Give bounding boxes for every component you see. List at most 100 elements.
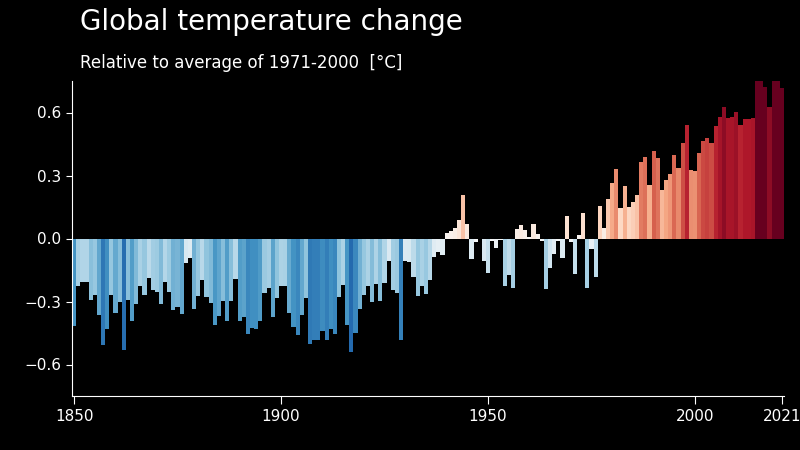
- Bar: [693, 171, 697, 238]
- Bar: [291, 238, 295, 327]
- Bar: [329, 238, 333, 329]
- Bar: [581, 213, 586, 238]
- Bar: [146, 238, 150, 279]
- Bar: [590, 238, 594, 249]
- Bar: [200, 238, 205, 279]
- Bar: [457, 220, 461, 238]
- Bar: [780, 88, 784, 238]
- Bar: [287, 238, 291, 313]
- Bar: [337, 238, 341, 297]
- Bar: [730, 117, 734, 238]
- Bar: [420, 238, 424, 286]
- Bar: [706, 138, 710, 238]
- Bar: [490, 238, 494, 241]
- Bar: [626, 207, 631, 239]
- Bar: [502, 238, 506, 286]
- Bar: [142, 238, 146, 295]
- Bar: [308, 238, 312, 344]
- Bar: [718, 117, 722, 238]
- Bar: [386, 238, 390, 261]
- Bar: [346, 238, 350, 325]
- Bar: [399, 238, 403, 339]
- Bar: [110, 238, 114, 295]
- Bar: [734, 112, 738, 238]
- Bar: [548, 238, 552, 268]
- Bar: [238, 238, 242, 321]
- Bar: [742, 119, 746, 238]
- Bar: [569, 238, 573, 243]
- Bar: [196, 238, 200, 296]
- Bar: [188, 238, 192, 257]
- Bar: [519, 225, 523, 238]
- Bar: [466, 224, 470, 238]
- Bar: [85, 238, 89, 282]
- Bar: [80, 238, 85, 283]
- Bar: [362, 238, 366, 295]
- Bar: [676, 168, 681, 238]
- Bar: [776, 60, 780, 239]
- Bar: [681, 144, 685, 238]
- Bar: [213, 238, 217, 324]
- Bar: [639, 162, 643, 238]
- Bar: [407, 238, 411, 262]
- Bar: [258, 238, 262, 321]
- Bar: [660, 190, 664, 239]
- Bar: [656, 158, 660, 238]
- Bar: [746, 119, 751, 238]
- Bar: [561, 238, 565, 258]
- Bar: [594, 238, 598, 277]
- Bar: [577, 235, 581, 238]
- Bar: [771, 81, 776, 238]
- Bar: [668, 174, 672, 239]
- Bar: [304, 238, 308, 298]
- Bar: [556, 238, 561, 241]
- Bar: [415, 238, 420, 296]
- Bar: [672, 154, 676, 239]
- Bar: [325, 238, 329, 340]
- Bar: [374, 238, 378, 284]
- Bar: [97, 238, 101, 315]
- Bar: [270, 238, 275, 317]
- Bar: [689, 170, 693, 238]
- Bar: [350, 238, 354, 352]
- Bar: [536, 234, 540, 238]
- Bar: [76, 238, 80, 286]
- Bar: [651, 151, 656, 238]
- Bar: [180, 238, 184, 314]
- Bar: [461, 195, 466, 238]
- Bar: [540, 238, 544, 241]
- Bar: [266, 238, 270, 288]
- Bar: [114, 238, 118, 314]
- Bar: [494, 238, 498, 248]
- Bar: [163, 238, 167, 282]
- Bar: [664, 180, 668, 239]
- Bar: [478, 238, 482, 239]
- Bar: [366, 238, 370, 286]
- Bar: [254, 238, 258, 329]
- Bar: [126, 238, 130, 301]
- Bar: [445, 233, 449, 238]
- Bar: [767, 107, 771, 238]
- Bar: [159, 238, 163, 304]
- Bar: [436, 238, 441, 252]
- Bar: [565, 216, 569, 239]
- Bar: [175, 238, 180, 307]
- Bar: [262, 238, 266, 293]
- Bar: [167, 238, 171, 292]
- Bar: [697, 153, 702, 238]
- Bar: [217, 238, 221, 316]
- Bar: [209, 238, 213, 303]
- Bar: [606, 199, 610, 238]
- Bar: [118, 238, 122, 302]
- Bar: [134, 238, 138, 304]
- Bar: [598, 206, 602, 238]
- Bar: [122, 238, 126, 351]
- Bar: [614, 169, 618, 238]
- Bar: [486, 238, 490, 273]
- Bar: [279, 238, 283, 286]
- Bar: [283, 238, 287, 286]
- Bar: [395, 238, 399, 293]
- Bar: [390, 238, 395, 290]
- Bar: [105, 238, 110, 329]
- Bar: [242, 238, 246, 317]
